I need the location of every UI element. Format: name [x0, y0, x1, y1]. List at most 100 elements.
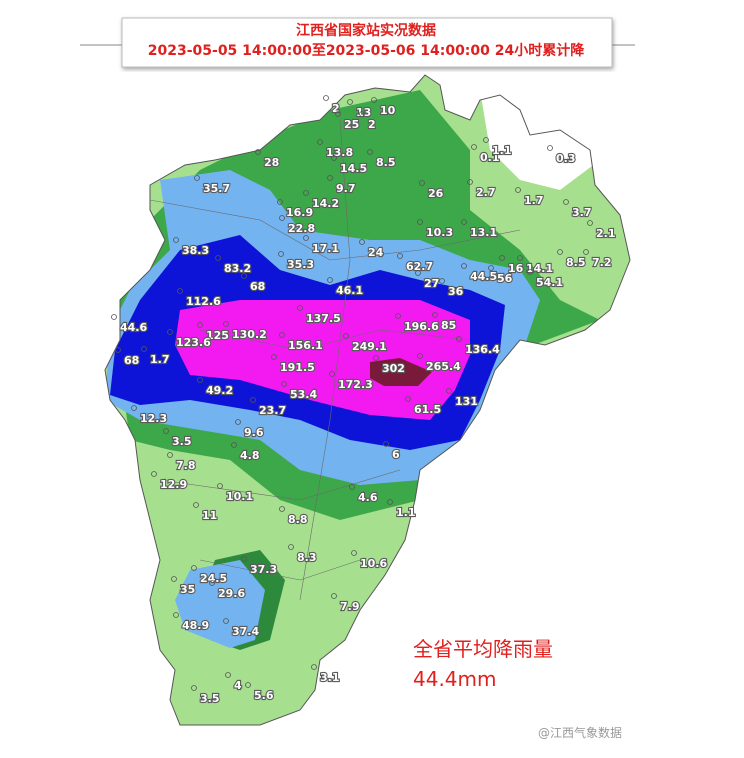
station-dot: [446, 388, 452, 394]
station-value: 14.1: [526, 262, 553, 275]
station-value: 191.5: [280, 361, 315, 374]
station-dot: [471, 144, 477, 150]
station-value: 38.3: [182, 244, 209, 257]
station-value: 48.9: [182, 619, 209, 632]
station-value: 85: [441, 319, 456, 332]
station-value: 9.7: [336, 182, 356, 195]
station-dot: [297, 305, 303, 311]
station-value: 1.1: [396, 506, 416, 519]
station-dot: [439, 278, 445, 284]
station-dot: [197, 322, 203, 328]
station-dot: [223, 618, 229, 624]
station-dot: [245, 682, 251, 688]
station-dot: [191, 565, 197, 571]
station-dot: [461, 263, 467, 269]
station-value: 302: [382, 362, 405, 375]
station-value: 131: [455, 395, 478, 408]
station-value: 37.4: [232, 625, 259, 638]
station-dot: [250, 397, 256, 403]
station-dot: [467, 179, 473, 185]
station-dot: [383, 441, 389, 447]
station-value: 28: [264, 156, 279, 169]
station-value: 54.1: [536, 276, 563, 289]
station-value: 265.4: [426, 360, 461, 373]
station-dot: [209, 580, 215, 586]
station-dot: [327, 175, 333, 181]
title: 江西省国家站实况数据: [296, 22, 436, 39]
station-dot: [278, 251, 284, 257]
station-value: 25: [344, 118, 359, 131]
station-dot: [456, 336, 462, 342]
station-dot: [255, 149, 261, 155]
station-value: 16: [508, 262, 524, 275]
station-dot: [279, 506, 285, 512]
station-value: 24: [368, 246, 384, 259]
station-value: 36: [448, 285, 464, 298]
station-dot: [231, 442, 237, 448]
station-value: 130.2: [232, 328, 267, 341]
subtitle: 2023-05-05 14:00:00至2023-05-06 14:00:00 …: [148, 42, 585, 59]
station-dot: [527, 269, 533, 275]
station-dot: [173, 237, 179, 243]
station-dot: [177, 288, 183, 294]
watermark: @江西气象数据: [538, 725, 622, 740]
station-value: 68: [124, 354, 139, 367]
station-value: 3.5: [172, 435, 192, 448]
station-dot: [317, 139, 323, 145]
station-value: 37.3: [250, 563, 277, 576]
station-dot: [194, 175, 200, 181]
station-value: 6: [392, 448, 400, 461]
station-dot: [215, 255, 221, 261]
station-value: 11: [202, 509, 217, 522]
station-dot: [167, 452, 173, 458]
station-dot: [359, 111, 365, 117]
station-value: 10.1: [226, 490, 253, 503]
station-dot: [583, 249, 589, 255]
station-value: 7.8: [176, 459, 196, 472]
station-dot: [151, 471, 157, 477]
station-dot: [329, 371, 335, 377]
station-dot: [587, 220, 593, 226]
station-dot: [279, 215, 285, 221]
station-dot: [563, 199, 569, 205]
station-dot: [461, 219, 467, 225]
station-value: 9.6: [244, 426, 264, 439]
station-dot: [359, 239, 365, 245]
station-dot: [335, 111, 341, 117]
station-value: 56: [497, 272, 513, 285]
station-dot: [517, 255, 523, 261]
station-value: 7.9: [340, 600, 360, 613]
station-dot: [225, 672, 231, 678]
station-dot: [349, 484, 355, 490]
station-dot: [347, 99, 353, 105]
station-dot: [281, 381, 287, 387]
station-dot: [303, 235, 309, 241]
station-value: 125: [206, 329, 229, 342]
station-dot: [111, 314, 117, 320]
station-value: 7.2: [592, 256, 612, 269]
station-dot: [277, 199, 283, 205]
station-value: 2: [332, 102, 340, 115]
station-dot: [557, 249, 563, 255]
station-dot: [311, 664, 317, 670]
station-dot: [235, 419, 241, 425]
station-dot: [241, 273, 247, 279]
station-value: 13.1: [470, 226, 497, 239]
station-dot: [279, 332, 285, 338]
station-value: 49.2: [206, 384, 233, 397]
station-dot: [303, 190, 309, 196]
station-dot: [171, 576, 177, 582]
station-value: 4: [234, 679, 242, 692]
station-dot: [417, 353, 423, 359]
station-value: 1.7: [150, 353, 170, 366]
station-value: 12.9: [160, 478, 187, 491]
station-value: 44.6: [120, 321, 147, 334]
station-value: 4.6: [358, 491, 378, 504]
station-dot: [163, 428, 169, 434]
station-value: 23.7: [259, 404, 286, 417]
station-dot: [115, 347, 121, 353]
station-value: 10.3: [426, 226, 453, 239]
station-dot: [432, 312, 438, 318]
station-dot: [547, 145, 553, 151]
title-box: [121, 17, 613, 68]
